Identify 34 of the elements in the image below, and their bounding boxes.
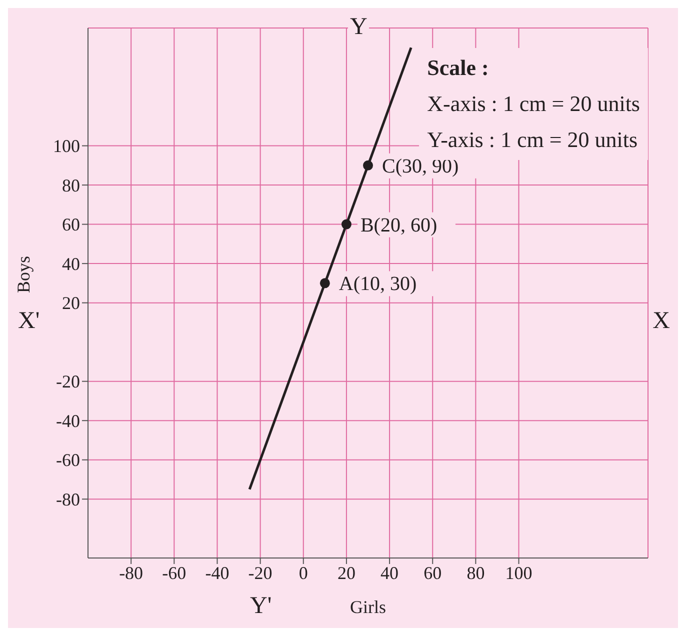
- x-tick-label: 80: [466, 562, 485, 583]
- y-tick-label: -20: [56, 372, 80, 392]
- point: [320, 278, 330, 288]
- y-tick-label: -80: [56, 490, 80, 510]
- text: X: [650, 308, 672, 335]
- y-tick-label: 40: [62, 254, 80, 274]
- text: X': [16, 308, 42, 335]
- x-tick-label: -20: [248, 562, 272, 583]
- x-tick-label: -80: [119, 562, 144, 583]
- y-tick-label: 60: [62, 214, 80, 235]
- y-axis-title: Boys: [13, 256, 34, 293]
- x-tick-label: -40: [205, 562, 230, 583]
- annotation: Scale :: [427, 54, 490, 82]
- annotation: A(10, 30): [338, 273, 417, 296]
- x-tick-label: 60: [424, 562, 442, 583]
- y-tick-label: -60: [56, 450, 80, 470]
- y-tick-label: -40: [56, 410, 80, 431]
- annotation: X-axis : 1 cm = 20 units: [427, 90, 640, 118]
- y-tick-label: 20: [62, 293, 80, 314]
- x-tick-label: 0: [298, 562, 308, 583]
- y-tick-label: 100: [53, 136, 80, 156]
- annotation: B(20, 60): [360, 214, 438, 236]
- text: Y': [248, 593, 274, 620]
- x-tick-label: 40: [380, 562, 399, 583]
- x-tick-label: 100: [505, 562, 532, 583]
- x-tick-label: 20: [337, 562, 356, 583]
- point: [341, 219, 352, 230]
- x-axis-title: Girls: [350, 597, 386, 617]
- point: [363, 160, 373, 170]
- x-tick-label: -60: [162, 562, 186, 583]
- annotation: Y: [348, 14, 370, 41]
- annotation: Y-axis : 1 cm = 20 units: [427, 127, 638, 152]
- y-tick-label: 80: [62, 175, 80, 196]
- scale-note: Scale : X-axis : 1 cm = 20 units Y-axis : 1 cm = 20 units: [419, 48, 648, 160]
